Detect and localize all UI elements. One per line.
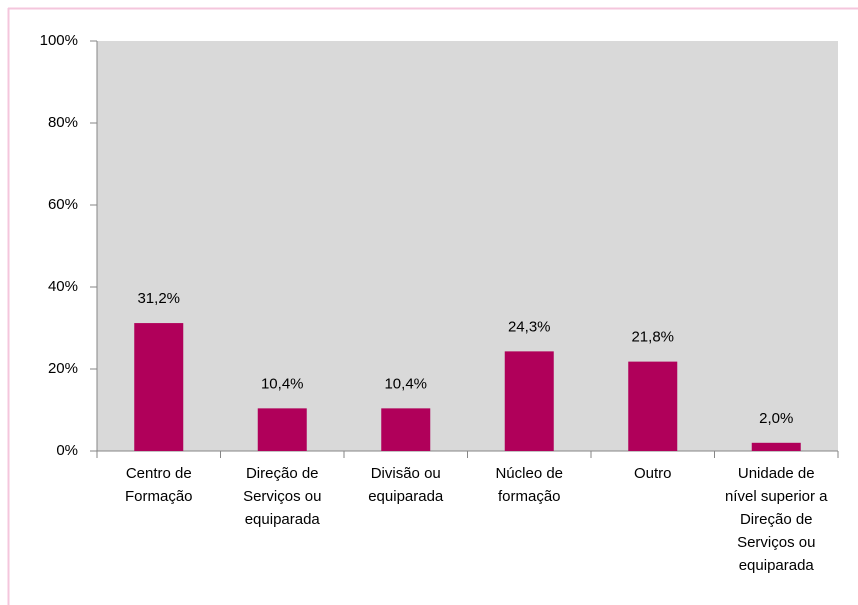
bar bbox=[257, 408, 307, 451]
value-label: 24,3% bbox=[508, 318, 551, 335]
bar bbox=[628, 361, 678, 451]
x-tick-label: Direção de Serviços ou equiparada bbox=[243, 465, 322, 528]
bar bbox=[134, 323, 184, 451]
x-tick-label: Núcleo de formação bbox=[495, 465, 564, 505]
x-tick-label: Divisão ou equiparada bbox=[368, 465, 444, 505]
x-tick-label: Centro de Formação bbox=[124, 465, 193, 505]
y-tick-label: 20% bbox=[48, 360, 78, 377]
value-label: 21,8% bbox=[631, 329, 674, 346]
bar bbox=[751, 442, 801, 451]
value-label: 10,4% bbox=[384, 375, 427, 392]
value-label: 10,4% bbox=[261, 375, 304, 392]
y-tick-label: 80% bbox=[48, 114, 78, 131]
bar bbox=[381, 408, 431, 451]
bar bbox=[504, 351, 554, 451]
x-tick-label: Unidade de nível superior a Direção de S… bbox=[724, 465, 828, 574]
plot-area bbox=[97, 41, 838, 451]
value-label: 31,2% bbox=[137, 290, 180, 307]
y-tick-label: 0% bbox=[56, 442, 78, 459]
x-tick-label: Outro bbox=[633, 465, 672, 482]
y-tick-label: 100% bbox=[40, 32, 78, 49]
y-tick-label: 40% bbox=[48, 278, 78, 295]
value-label: 2,0% bbox=[759, 410, 793, 427]
y-tick-label: 60% bbox=[48, 196, 78, 213]
